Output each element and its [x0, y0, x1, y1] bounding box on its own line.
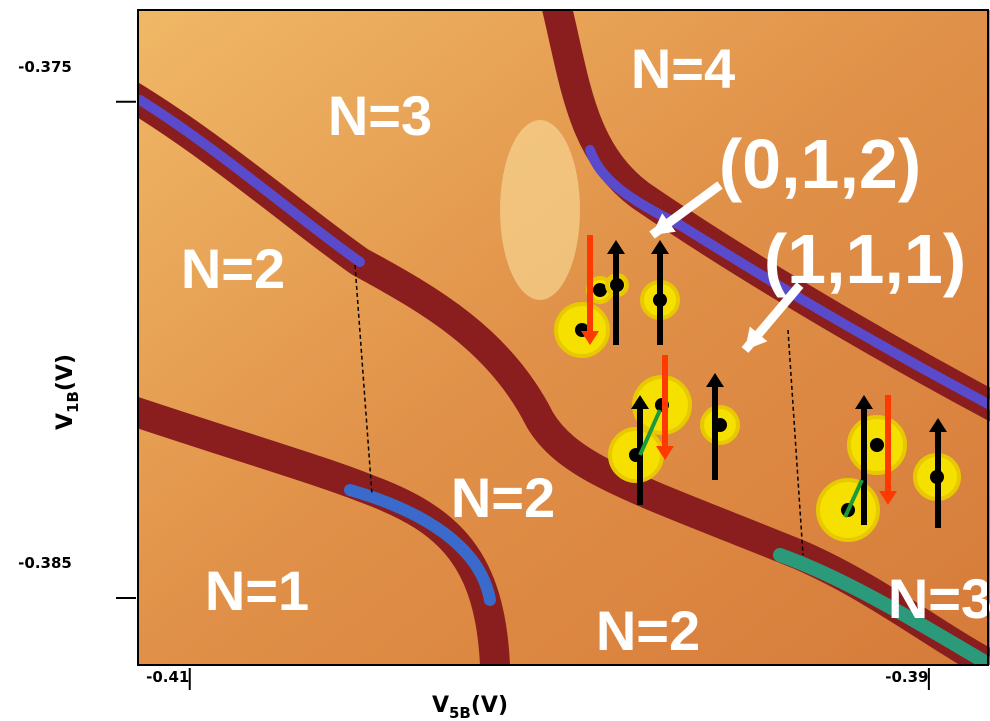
y-label-part: V: [53, 413, 78, 430]
region-label: N=2: [596, 599, 700, 662]
x-label-part: (V): [471, 693, 508, 718]
figure: N=3N=4N=2N=2N=1N=2N=3(0,1,2)(1,1,1) V5B(…: [0, 0, 990, 721]
electron: [593, 283, 607, 297]
region-label: N=1: [205, 559, 309, 622]
plot-image: N=3N=4N=2N=2N=1N=2N=3(0,1,2)(1,1,1): [130, 0, 990, 670]
state-annotation: (0,1,2): [719, 125, 921, 203]
x-tick-label: -0.39: [885, 668, 928, 686]
x-axis-label: V5B(V): [432, 693, 508, 721]
y-tick-label: -0.375: [18, 58, 72, 76]
electron: [870, 438, 884, 452]
x-label-part: V: [432, 693, 449, 718]
region-label: N=3: [888, 567, 990, 630]
region-label: N=3: [328, 84, 432, 147]
region-label: N=2: [181, 237, 285, 300]
region-label: N=2: [451, 466, 555, 529]
x-label-part: 5B: [449, 704, 471, 721]
y-label-part: 1B: [64, 391, 82, 413]
y-axis-label: V1B(V): [53, 354, 82, 430]
y-tick-label: -0.385: [18, 554, 72, 572]
y-label-part: (V): [53, 354, 78, 391]
region-label: N=4: [631, 37, 735, 100]
x-tick-label: -0.41: [146, 668, 189, 686]
